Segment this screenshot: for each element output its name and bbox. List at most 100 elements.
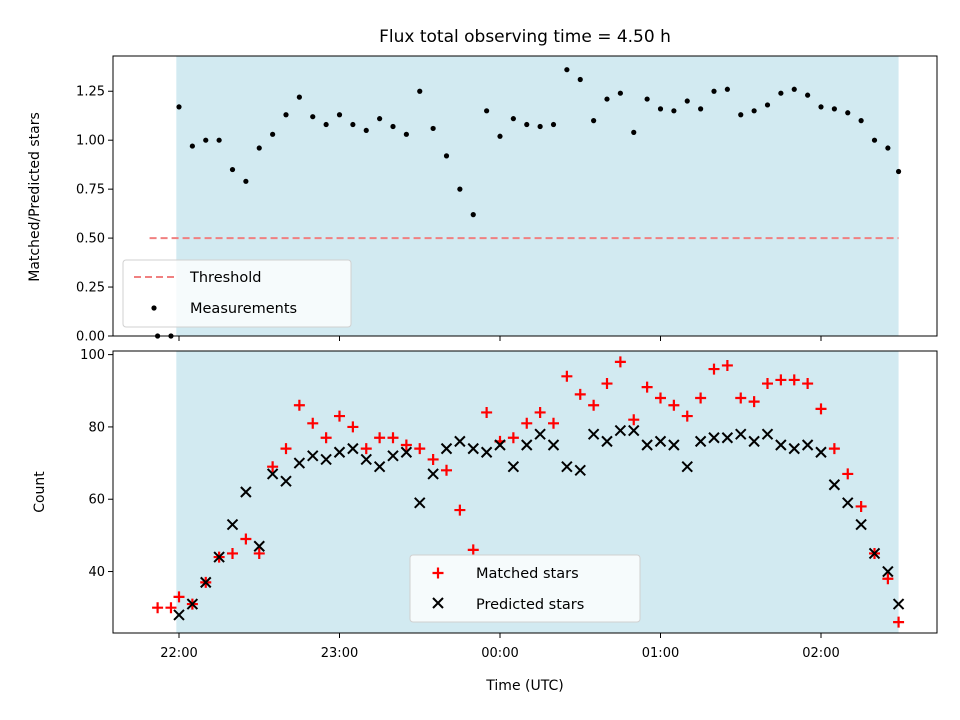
measurement-point — [390, 123, 396, 130]
matched-star-point — [655, 392, 666, 404]
matched-star-point — [695, 392, 707, 404]
matched-star-point — [708, 363, 720, 375]
predicted-star-point — [654, 435, 667, 448]
matched-star-point — [601, 378, 613, 390]
matched-star-point — [855, 500, 867, 512]
top-y-tick-label: 1.00 — [76, 134, 105, 149]
measurement-point — [256, 145, 262, 151]
matched-star-point — [165, 602, 177, 614]
matched-star-point — [748, 396, 760, 408]
measurement-point — [443, 153, 450, 159]
predicted-star-point — [173, 609, 185, 621]
legend-measurements-label: Measurements — [190, 301, 297, 317]
matched-star-point — [614, 356, 626, 368]
predicted-star-point — [480, 446, 493, 458]
measurement-point — [216, 137, 222, 143]
measurement-point — [510, 116, 516, 122]
predicted-star-point — [668, 439, 680, 451]
measurement-point — [176, 104, 182, 110]
bottom-plot-panel: Count Time (UTC) 40 60 80 100 22:00 23:00 00:0… — [32, 348, 938, 694]
measurement-point — [537, 123, 543, 130]
predicted-star-point — [628, 424, 640, 437]
top-y-tick-label: 0.75 — [76, 183, 105, 198]
measurement-point — [524, 121, 530, 128]
predicted-star-point — [561, 460, 573, 473]
matched-star-point — [735, 392, 747, 404]
measurement-point — [657, 106, 664, 112]
matched-star-point — [152, 602, 164, 614]
predicted-star-point — [681, 460, 693, 473]
matched-star-point — [588, 399, 600, 411]
matched-star-point — [548, 417, 559, 429]
matched-star-point — [334, 410, 345, 422]
predicted-star-point — [521, 439, 533, 451]
measurement-point — [871, 137, 878, 143]
predicted-star-point — [414, 497, 426, 509]
predicted-star-point — [186, 598, 199, 610]
measurement-point — [764, 102, 771, 108]
predicted-star-point — [892, 598, 905, 610]
x-tick-label: 00:00 — [481, 646, 518, 661]
top-plot-panel: Flux total observing time = 4.50 h Match… — [27, 27, 938, 345]
bottom-legend-box — [409, 554, 641, 623]
measurement-point — [189, 143, 195, 149]
predicted-star-point — [842, 497, 854, 509]
measurement-point — [430, 125, 436, 132]
measurement-point — [310, 114, 316, 120]
predicted-star-point — [347, 442, 359, 455]
predicted-star-point — [855, 518, 867, 531]
measurement-point — [845, 110, 851, 116]
top-y-tick-label: 0.50 — [76, 232, 105, 247]
predicted-star-point — [721, 432, 734, 444]
measurement-point — [805, 92, 811, 98]
predicted-star-point — [534, 428, 546, 440]
top-y-tick-label: 1.25 — [76, 85, 105, 100]
measurement-point — [818, 104, 824, 110]
measurement-point — [363, 127, 369, 134]
matched-star-point — [721, 359, 733, 371]
matched-star-point — [802, 378, 814, 390]
predicted-star-point — [427, 468, 439, 480]
predicted-star-point — [761, 428, 774, 440]
predicted-star-point — [641, 439, 653, 451]
matched-star-point — [387, 432, 399, 444]
measurement-point — [229, 166, 236, 173]
matched-star-point — [414, 443, 426, 455]
legend-measurements-swatch — [151, 305, 157, 311]
measurement-point — [604, 96, 610, 102]
predicted-star-point — [788, 442, 800, 455]
bottom-y-tick-label: 100 — [80, 348, 105, 363]
predicted-star-point — [373, 460, 386, 473]
matched-star-point — [842, 468, 854, 480]
top-axes-frame — [112, 55, 938, 337]
matched-star-point — [681, 410, 693, 422]
measurement-point — [243, 178, 249, 184]
predicted-star-point — [614, 424, 627, 437]
matched-star-point — [882, 573, 894, 585]
measurement-point — [350, 121, 356, 128]
predicted-star-point — [440, 442, 453, 455]
predicted-star-point — [494, 439, 506, 451]
predicted-star-point — [200, 576, 212, 589]
predicted-star-point — [708, 432, 720, 444]
measurement-point — [751, 108, 757, 114]
matched-star-point — [521, 417, 533, 429]
measurement-point — [671, 108, 677, 114]
predicted-star-point — [253, 540, 265, 552]
measurement-point — [644, 96, 650, 102]
measurement-point — [778, 90, 784, 96]
bottom-y-tick-label: 80 — [88, 420, 105, 435]
matched-star-point — [574, 388, 586, 400]
matched-star-point — [320, 432, 332, 444]
bottom-legend: Matched stars Predicted stars — [409, 554, 641, 623]
matched-star-point — [641, 381, 653, 393]
measurement-point — [711, 88, 717, 94]
predicted-star-point — [226, 518, 239, 531]
chart-title: Flux total observing time = 4.50 h — [379, 27, 671, 47]
matched-star-point — [788, 374, 800, 386]
matched-star-point — [280, 443, 292, 455]
measurement-point — [377, 116, 383, 122]
measurement-point — [591, 118, 597, 124]
predicted-star-point — [574, 464, 586, 477]
